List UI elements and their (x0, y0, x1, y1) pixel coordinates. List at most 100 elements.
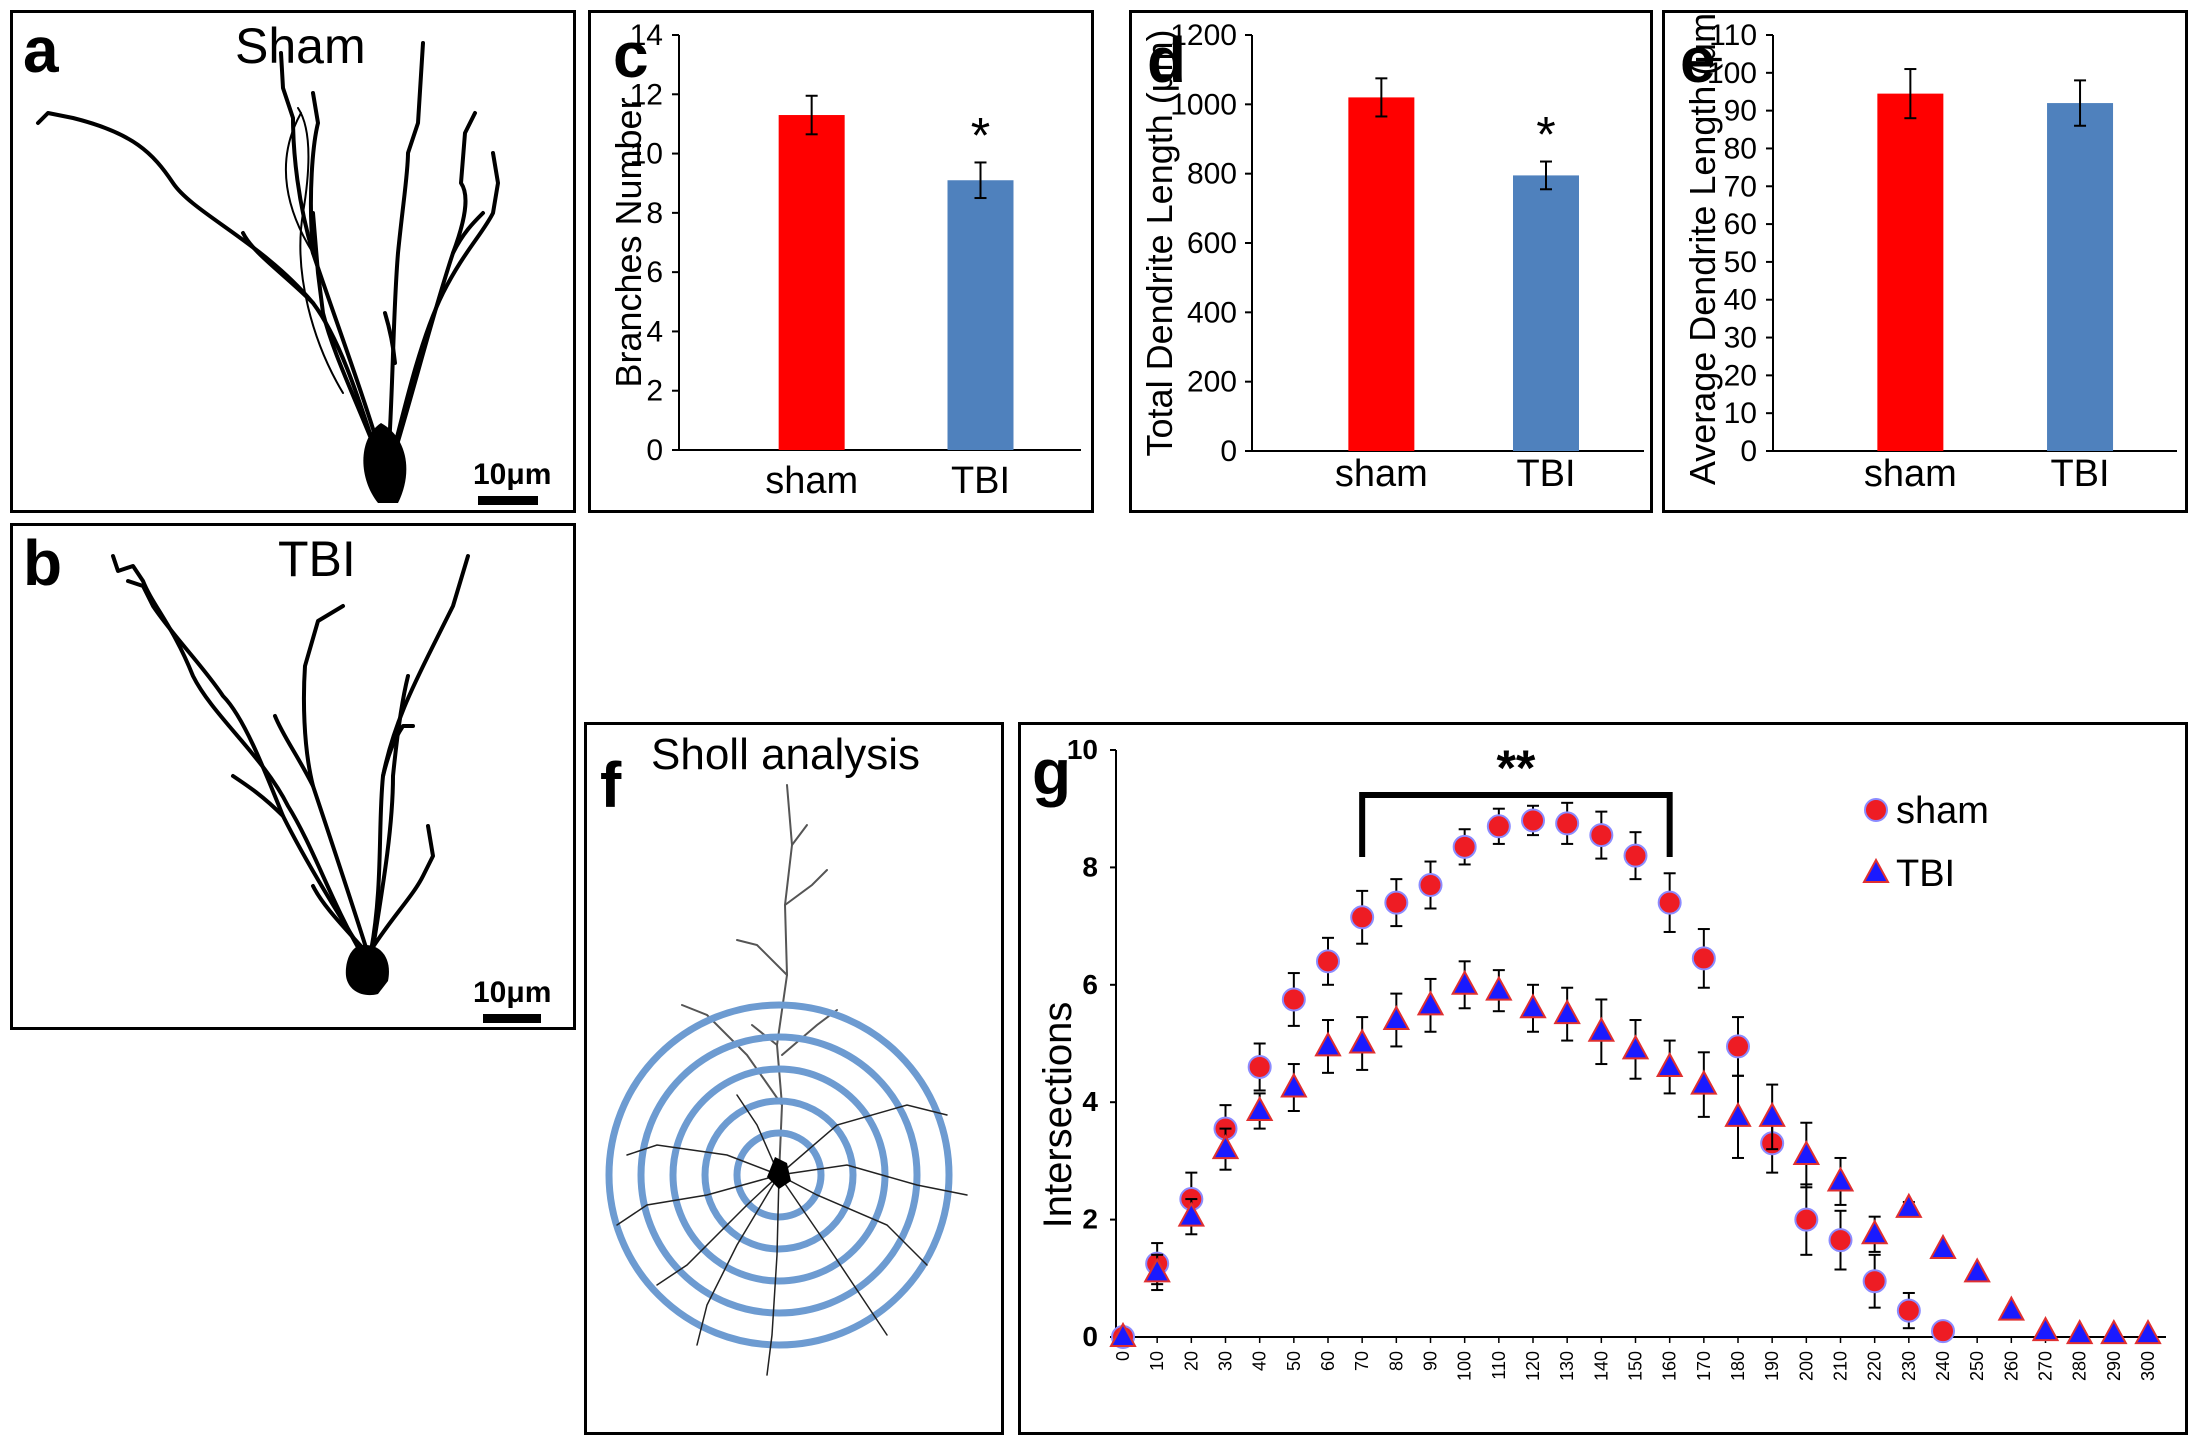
y-tick-label: 1200 (1170, 19, 1237, 52)
x-tick-label: 140 (1591, 1351, 1611, 1381)
tbi-point (1690, 1069, 1718, 1095)
x-tick-label: 30 (1216, 1351, 1236, 1371)
panel-a-scalebar: 10μm (473, 458, 553, 508)
x-tick-label: 240 (1933, 1351, 1953, 1381)
sham-point (1384, 890, 1409, 915)
x-tick-label: 60 (1318, 1351, 1338, 1371)
sham-point (1862, 1269, 1887, 1294)
sham-point (1828, 1228, 1853, 1253)
panel-g-label: g (1032, 736, 1072, 808)
y-tick-label: 2 (646, 375, 663, 408)
panel-d-label: d (1147, 24, 1187, 96)
bar-sham (778, 115, 845, 451)
sham-point (1623, 843, 1648, 868)
panel-f-title: Sholl analysis (651, 730, 921, 779)
x-tick-label: 110 (1489, 1351, 1509, 1380)
y-tick-label: 8 (646, 197, 663, 230)
tbi-point (1416, 990, 1445, 1016)
y-tick-label: 600 (1187, 227, 1237, 260)
sham-point (1555, 811, 1580, 836)
tbi-point (1792, 1139, 1821, 1166)
y-tick-label: 90 (1724, 95, 1757, 128)
legend-tbi-marker (1862, 857, 1890, 883)
panel-b: b TBI 10μm (10, 523, 576, 1030)
x-tick-label: 100 (1455, 1351, 1475, 1381)
tbi-point (1826, 1166, 1855, 1192)
tbi-point (1553, 999, 1581, 1025)
x-tick-label: 200 (1796, 1351, 1816, 1381)
significance-bracket (1359, 792, 1673, 857)
x-tick-label: 0 (1113, 1351, 1133, 1361)
sham-point (1691, 946, 1716, 971)
y-tick-label: 40 (1724, 284, 1757, 317)
tbi-point (1655, 1051, 1684, 1077)
y-tick-label: 4 (646, 315, 663, 348)
panel-f: f Sholl analysis (584, 722, 1004, 1435)
y-tick-label: 0 (646, 434, 663, 467)
tbi-point (1724, 1101, 1752, 1127)
panel-c-label: c (613, 19, 649, 91)
x-tick-label: 210 (1831, 1351, 1851, 1381)
x-tick-label: 20 (1181, 1351, 1201, 1371)
tbi-point (2031, 1316, 2060, 1342)
panel-b-label: b (23, 527, 63, 599)
sham-point (1486, 814, 1511, 839)
tbi-point (1109, 1321, 1137, 1347)
panel-a-label: a (23, 14, 59, 86)
panel-c: c 0 2 4 6 8 10 12 14 Branches Number sham TBI * (588, 10, 1094, 513)
panel-b-scalebar: 10μm (473, 976, 553, 1026)
y-tick-label: 6 (646, 256, 663, 289)
tbi-point (1485, 975, 1513, 1001)
y-tick-label: 60 (1724, 208, 1757, 241)
y-tick-label: 100 (1707, 57, 1757, 90)
tbi-point (1963, 1257, 1991, 1283)
x-category-label: TBI (951, 460, 1010, 502)
tbi-point (1621, 1034, 1650, 1060)
x-tick-label: 40 (1250, 1351, 1270, 1371)
legend-tbi-label: TBI (1896, 853, 1955, 895)
legend-sham-label: sham (1896, 790, 1989, 832)
sham-point (1896, 1298, 1921, 1323)
tbi-point (1997, 1295, 2026, 1321)
x-tick-label: 300 (2138, 1351, 2158, 1381)
tbi-point (2100, 1318, 2128, 1345)
tbi-neuron-tracing (111, 554, 470, 996)
panel-f-label: f (600, 749, 622, 821)
x-tick-label: 280 (2070, 1351, 2090, 1381)
tbi-point (1245, 1095, 1274, 1122)
sham-point (1418, 873, 1443, 898)
sham-soma (363, 423, 407, 503)
bracket-line (1359, 792, 1673, 857)
panel-b-scale-label: 10μm (473, 976, 552, 1009)
tbi-point (1314, 1031, 1342, 1057)
y-tick-label: 80 (1724, 132, 1757, 165)
x-tick-label: 250 (1967, 1351, 1987, 1381)
tbi-point (1895, 1192, 1923, 1218)
panel-d: d 0 200 400 600 800 1000 1200 Total Dendrite Le… (1129, 10, 1653, 513)
tbi-point (1519, 993, 1547, 1019)
sham-point (1281, 987, 1306, 1012)
y-tick-label: 10 (1724, 397, 1757, 430)
x-tick-label: 70 (1352, 1351, 1372, 1371)
y-axis-label: Intersections (1036, 1002, 1080, 1229)
y-axis-label: Branches Number (608, 97, 649, 387)
y-tick-label: 400 (1187, 296, 1237, 329)
y-tick-label: 10 (630, 138, 663, 171)
x-tick-label: 220 (1865, 1351, 1885, 1381)
significance-asterisk: * (971, 107, 990, 163)
bar-tbi (1513, 175, 1579, 451)
x-tick-label: 230 (1899, 1351, 1919, 1381)
x-tick-label: 290 (2104, 1351, 2124, 1381)
x-tick-label: 180 (1728, 1351, 1748, 1381)
sham-point (1589, 823, 1614, 848)
y-tick-label: 50 (1724, 246, 1757, 279)
panel-a-scale-label: 10μm (473, 458, 552, 491)
y-tick-label: 10 (1067, 734, 1098, 765)
bar-tbi (947, 180, 1014, 450)
tbi-soma (345, 945, 389, 996)
significance-label: ** (1496, 740, 1535, 796)
y-tick-label: 12 (630, 78, 663, 111)
y-tick-label: 14 (630, 19, 663, 52)
tbi-point (1758, 1101, 1786, 1127)
